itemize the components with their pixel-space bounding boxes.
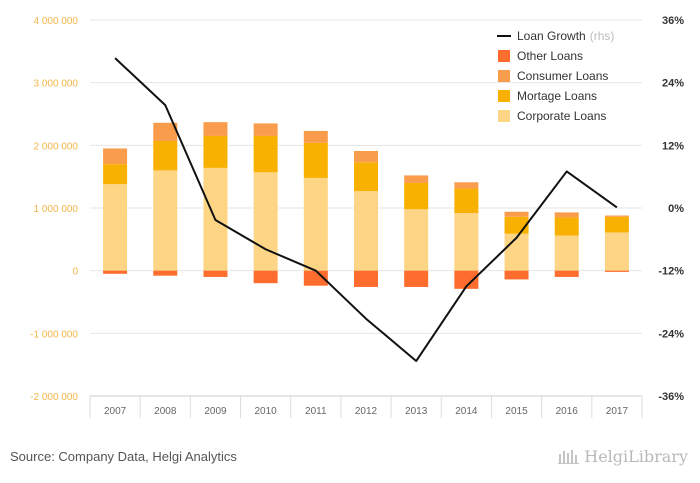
bar-mortage-loans — [253, 135, 278, 173]
legend-label: Loan Growth (rhs) — [517, 29, 614, 43]
x-tick-label: 2017 — [606, 406, 629, 417]
y-left-tick-label: -2 000 000 — [30, 392, 78, 403]
legend-label: Other Loans — [517, 49, 583, 63]
bar-consumer-loans — [554, 212, 579, 218]
x-tick-label: 2011 — [305, 406, 327, 417]
bar-other-loans — [504, 270, 529, 280]
bar-corporate-loans — [303, 177, 328, 271]
bar-other-loans — [303, 270, 328, 286]
axes: 4 000 000 3 000 000 2 000 000 1 000 000 0 -1 … — [30, 15, 684, 418]
x-tick-label: 2012 — [355, 406, 378, 417]
bar-corporate-loans — [253, 172, 278, 271]
bar-consumer-loans — [303, 130, 328, 143]
bar-other-loans — [253, 270, 278, 284]
y-left-tick-label: 1 000 000 — [34, 204, 79, 215]
bar-mortage-loans — [404, 182, 429, 210]
loan-growth-line — [114, 57, 618, 363]
bar-consumer-loans — [103, 148, 128, 165]
bar-other-loans — [354, 270, 378, 287]
bar-consumer-loans — [404, 175, 429, 183]
x-tick-label: 2009 — [204, 406, 227, 417]
y-right-tick-label: 0% — [668, 203, 684, 215]
brand-logo: HelgiLibrary — [558, 447, 688, 466]
bar-corporate-loans — [103, 184, 128, 271]
brand-name: HelgiLibrary — [584, 447, 688, 466]
y-left-tick-label: 3 000 000 — [34, 79, 79, 90]
y-left-tick-label: 2 000 000 — [34, 141, 79, 152]
y-left-tick-label: -1 000 000 — [30, 329, 78, 340]
bar-mortage-loans — [454, 188, 479, 214]
legend-unit: (rhs) — [590, 29, 615, 43]
x-tick-label: 2016 — [556, 406, 579, 417]
bar-corporate-loans — [604, 232, 629, 271]
bar-other-loans — [404, 270, 429, 287]
bar-mortage-loans — [554, 217, 579, 236]
legend-label: Mortage Loans — [517, 89, 597, 103]
y-left-tick-label: 4 000 000 — [34, 16, 79, 27]
bar-consumer-loans — [604, 215, 629, 217]
bar-consumer-loans — [354, 150, 378, 163]
library-icon — [558, 450, 580, 464]
x-tick-label: 2014 — [455, 406, 478, 417]
x-tick-label: 2015 — [505, 406, 528, 417]
x-tick-label: 2010 — [255, 406, 278, 417]
bar-mortage-loans — [303, 142, 328, 178]
legend-swatch — [498, 70, 510, 82]
legend-swatch — [498, 110, 510, 122]
bar-consumer-loans — [454, 182, 479, 189]
bar-corporate-loans — [554, 235, 579, 271]
legend: Loan Growth (rhs) Other Loans Consumer Loan… — [497, 29, 614, 123]
bar-corporate-loans — [404, 209, 429, 271]
bar-corporate-loans — [454, 213, 479, 271]
loan-growth-line-group — [114, 57, 618, 363]
bar-consumer-loans — [153, 122, 178, 141]
bar-corporate-loans — [354, 191, 378, 271]
y-right-tick-label: -24% — [658, 328, 684, 340]
bar-other-loans — [454, 270, 479, 289]
bar-mortage-loans — [354, 162, 378, 192]
y-right-tick-label: 36% — [662, 15, 684, 27]
bar-mortage-loans — [153, 140, 178, 171]
legend-swatch — [498, 50, 510, 62]
loans-chart: 4 000 000 3 000 000 2 000 000 1 000 000 0 -1 … — [30, 15, 684, 418]
x-tick-label: 2007 — [104, 406, 127, 417]
bars — [103, 122, 629, 289]
bar-consumer-loans — [253, 123, 278, 136]
source-note: Source: Company Data, Helgi Analytics — [10, 449, 237, 464]
legend-label: Consumer Loans — [517, 69, 608, 83]
y-right-tick-label: -36% — [658, 391, 684, 403]
bar-mortage-loans — [103, 164, 128, 185]
bar-mortage-loans — [203, 135, 228, 168]
bar-other-loans — [203, 270, 228, 277]
bar-corporate-loans — [504, 233, 529, 271]
y-right-tick-label: 12% — [662, 140, 684, 152]
bar-corporate-loans — [153, 170, 178, 271]
bar-other-loans — [554, 270, 579, 277]
x-tick-label: 2013 — [405, 406, 428, 417]
bar-other-loans — [604, 270, 629, 272]
y-right-tick-label: -12% — [658, 266, 684, 278]
bar-consumer-loans — [504, 211, 529, 217]
y-left-tick-label: 0 — [72, 267, 78, 278]
legend-swatch — [498, 90, 510, 102]
legend-label: Corporate Loans — [517, 109, 606, 123]
bar-other-loans — [103, 270, 128, 274]
bar-consumer-loans — [203, 122, 228, 136]
bar-mortage-loans — [604, 216, 629, 233]
y-right-tick-label: 24% — [662, 78, 684, 90]
x-tick-label: 2008 — [154, 406, 177, 417]
bar-other-loans — [153, 270, 178, 276]
